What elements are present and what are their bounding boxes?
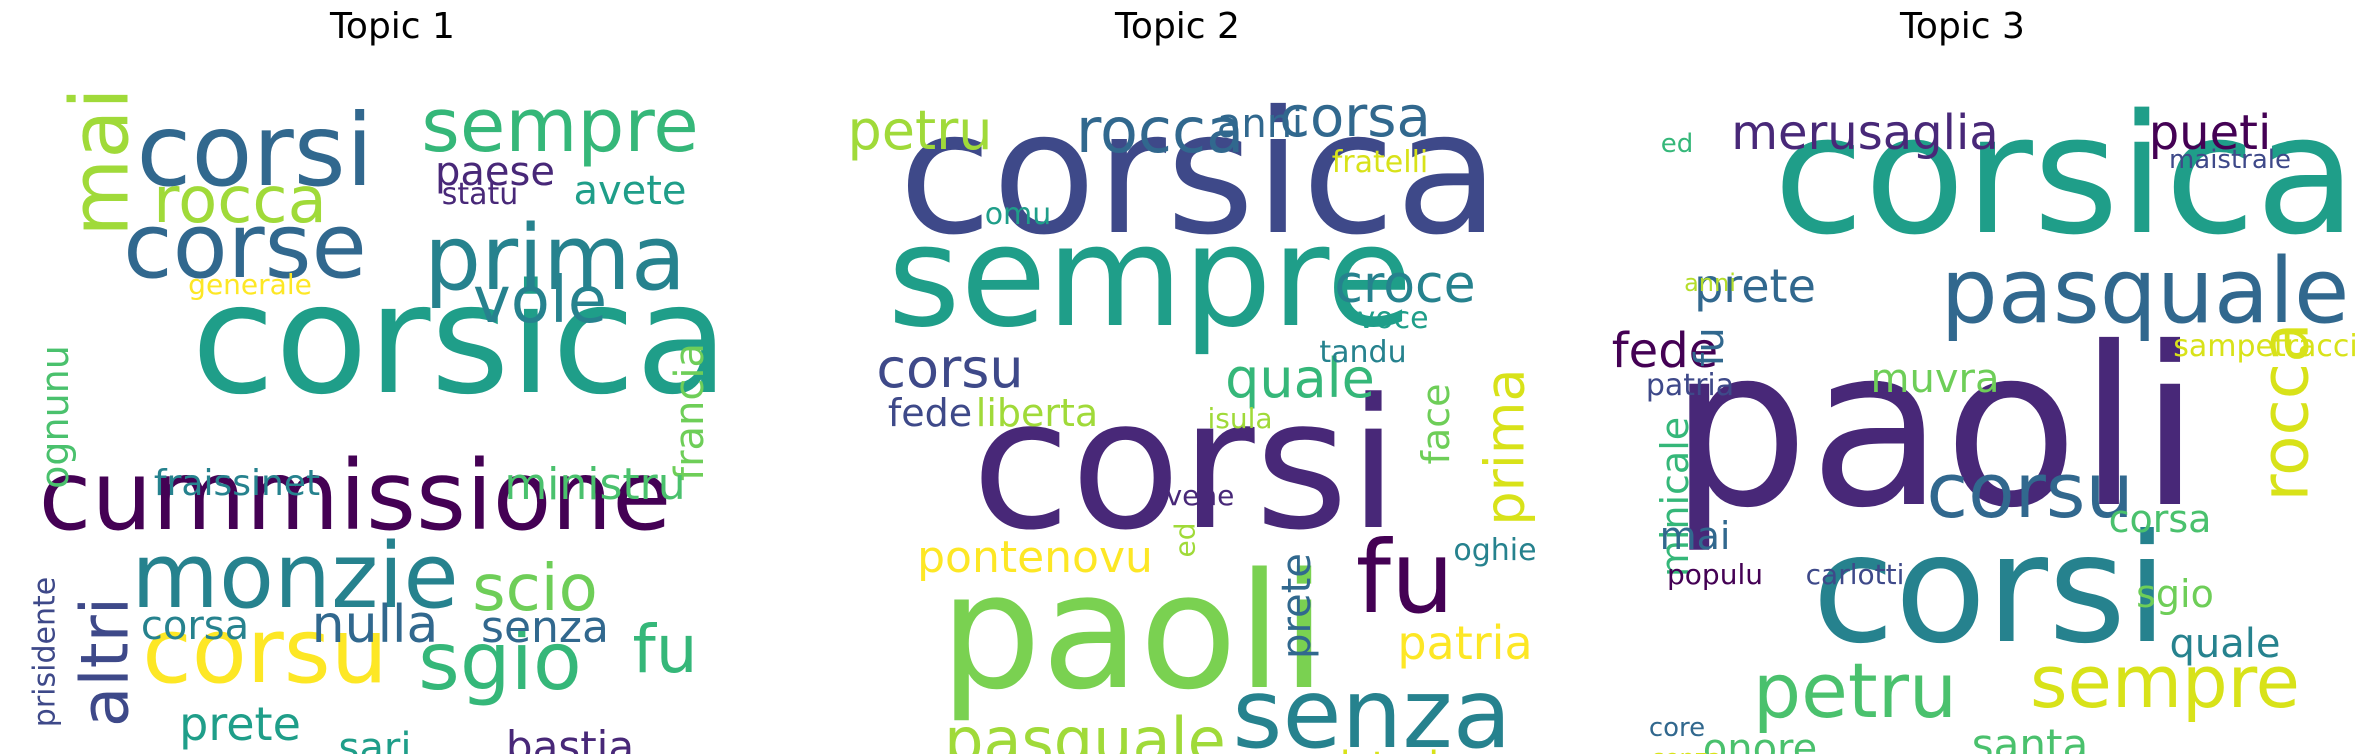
word-fraissinet: fraissinet: [154, 463, 320, 504]
word-ed: ed: [1169, 523, 1202, 558]
word-merusaglia: merusaglia: [1731, 105, 1998, 161]
word-fede: fede: [888, 391, 972, 435]
word-monzie: monzie: [131, 524, 458, 629]
word-corsa: corsa: [2109, 497, 2212, 541]
panel-title: Topic 1: [330, 6, 455, 47]
word-senza: senza: [481, 602, 609, 653]
word-anni: anni: [1684, 269, 1736, 297]
word-prima: prima: [424, 206, 686, 311]
word-isula: isula: [1207, 402, 1272, 435]
word-rocca: rocca: [1076, 94, 1244, 167]
wordcloud-panel-2: Topic 2 corsica corsi sempre paoli senza fu ro…: [785, 0, 1570, 754]
word-sampetracciu: sampetracciu: [2173, 329, 2355, 364]
word-francia: francia: [667, 343, 713, 481]
word-maistrale: maistrale: [1276, 744, 1464, 754]
word-vole: vole: [473, 264, 607, 338]
word-senza: senza: [1652, 744, 1722, 754]
word-corsica: corsica: [191, 251, 728, 428]
word-mai: mai: [54, 87, 147, 236]
word-oghie: oghie: [1453, 533, 1536, 568]
word-corsu: corsu: [1926, 446, 2133, 535]
word-ministru: ministru: [504, 459, 685, 510]
word-quale: quale: [2170, 621, 2281, 667]
word-corsi: corsi: [1812, 503, 2168, 677]
word-rocca: rocca: [2247, 322, 2324, 501]
word-corsu: corsu: [876, 337, 1023, 400]
word-sgio: sgio: [418, 615, 582, 708]
word-prete: prete: [1274, 553, 1320, 659]
panel-title: Topic 3: [1900, 6, 2025, 47]
word-carlotti: carlotti: [1806, 558, 1905, 591]
word-mai: mai: [1660, 514, 1731, 558]
word-paoli: paoli: [940, 538, 1326, 725]
word-fede: fede: [1612, 323, 1718, 379]
word-avete: avete: [573, 168, 686, 214]
wordcloud-1: corsicacummissionecorsiprimacorsemonzies…: [28, 83, 729, 754]
word-voce: voce: [1357, 301, 1428, 336]
word-petru: petru: [1753, 646, 1957, 735]
word-core: core: [1649, 713, 1705, 743]
word-scio: scio: [472, 552, 597, 626]
word-statu: statu: [442, 177, 519, 212]
word-quale: quale: [1225, 347, 1375, 410]
word-generale: generale: [188, 268, 312, 301]
word-anni: anni: [1217, 101, 1303, 147]
panel-title: Topic 2: [1115, 6, 1240, 47]
word-sgio: sgio: [2136, 572, 2214, 616]
word-pueti: pueti: [2149, 105, 2272, 161]
word-fu: fu: [1356, 519, 1455, 636]
word-corsa: corsa: [141, 603, 249, 649]
word-corsica: corsica: [1773, 79, 2355, 271]
word-nulla: nulla: [312, 595, 439, 655]
word-ognunu: ognunu: [33, 345, 77, 489]
wordcloud-panel-3: Topic 3 paoli corsica corsi pasquale corsu pe…: [1570, 0, 2355, 754]
wordcloud-panel-1: Topic 1 corsica cummissione corsi prima cors…: [0, 0, 785, 754]
word-prete: prete: [179, 697, 301, 751]
word-pasquale: pasquale: [944, 704, 1226, 754]
word-sempre: sempre: [421, 83, 698, 169]
word-sempre: sempre: [2030, 640, 2300, 724]
word-croce: croce: [1334, 255, 1475, 315]
word-cummissione: cummissione: [39, 440, 672, 552]
word-omu: omu: [985, 197, 1052, 232]
word-petru: petru: [847, 99, 992, 162]
word-corsi: corsi: [136, 92, 373, 209]
word-sempre: sempre: [888, 196, 1413, 359]
word-rocca: rocca: [153, 164, 327, 238]
word-fu: fu: [1687, 327, 1733, 366]
word-onore: onore: [1703, 726, 1817, 754]
word-corsica: corsica: [899, 75, 1500, 273]
word-face: face: [1414, 384, 1458, 465]
word-corsu: corsu: [142, 599, 387, 704]
word-muvra: muvra: [1871, 356, 2000, 402]
word-patria: patria: [1646, 368, 1734, 403]
word-pasquale: pasquale: [1941, 239, 2350, 344]
word-corsa: corsa: [1279, 85, 1431, 150]
wordcloud-3: paoli corsica corsi pasquale corsu petru sempr…: [1612, 79, 2355, 754]
word-fu: fu: [632, 611, 697, 688]
word-patria: patria: [1397, 616, 1532, 670]
word-santa: santa: [1972, 720, 2088, 754]
word-senza: senza: [1232, 658, 1511, 754]
word-corsi: corsi: [972, 361, 1399, 570]
word-altri: altri: [67, 597, 144, 727]
word-maistrale: maistrale: [2169, 145, 2291, 175]
word-minicale: minicale: [1653, 417, 1697, 577]
word-prete: prete: [1694, 259, 1816, 313]
word-prima: prima: [1474, 368, 1537, 525]
word-sari: sari: [339, 725, 412, 754]
word-ed: ed: [1661, 129, 1694, 159]
word-corse: corse: [123, 194, 367, 299]
word-paoli: paoli: [1669, 300, 2200, 556]
word-paese: paese: [435, 149, 555, 195]
word-populu: populu: [1667, 558, 1763, 591]
word-tandu: tandu: [1319, 335, 1406, 370]
word-pontenovu: pontenovu: [917, 532, 1153, 583]
word-prisidente: prisidente: [28, 577, 63, 727]
word-bastia: bastia: [506, 722, 634, 754]
word-liberta: liberta: [976, 391, 1098, 435]
word-vene: vene: [1166, 479, 1235, 512]
word-fratelli: fratelli: [1332, 145, 1429, 180]
